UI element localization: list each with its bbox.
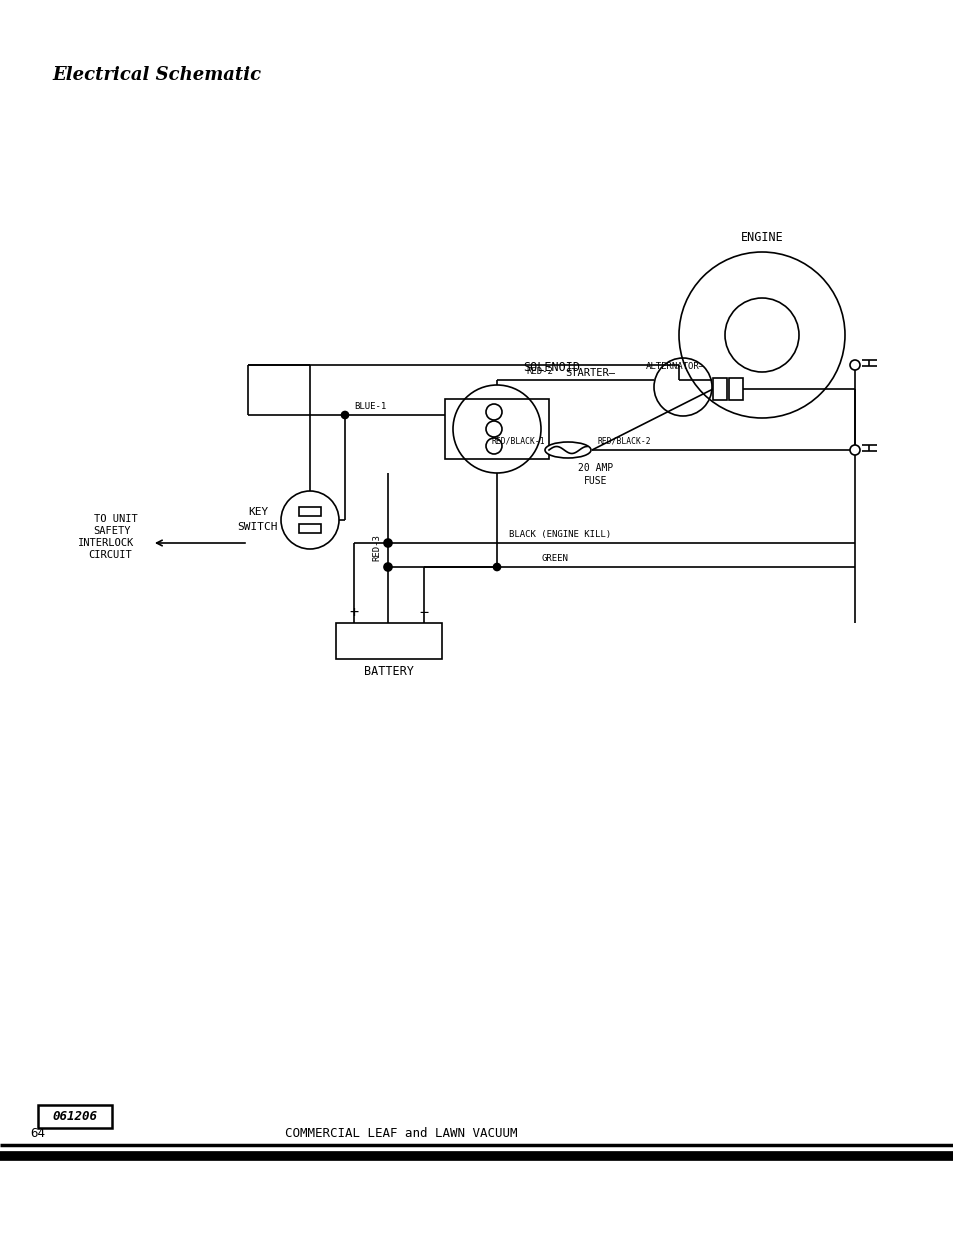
Text: BATTERY: BATTERY — [364, 664, 414, 678]
Text: CIRCUIT: CIRCUIT — [88, 550, 132, 559]
Circle shape — [849, 445, 859, 454]
Text: 64: 64 — [30, 1128, 46, 1140]
Circle shape — [850, 446, 858, 454]
Text: −: − — [419, 604, 428, 620]
Bar — [335, 622, 441, 659]
Bar — [728, 378, 742, 400]
Text: GREEN: GREEN — [541, 553, 568, 562]
Text: 061206: 061206 — [52, 1110, 97, 1124]
Text: TO UNIT: TO UNIT — [94, 514, 138, 524]
Text: FUSE: FUSE — [583, 475, 607, 487]
Bar — [298, 524, 320, 534]
Circle shape — [849, 359, 859, 370]
Text: COMMERCIAL LEAF and LAWN VACUUM: COMMERCIAL LEAF and LAWN VACUUM — [285, 1128, 517, 1140]
Text: SWITCH: SWITCH — [237, 522, 278, 532]
Text: SOLENOID: SOLENOID — [523, 361, 579, 373]
Text: RED-2: RED-2 — [526, 367, 553, 375]
Circle shape — [493, 563, 500, 571]
Text: KEY: KEY — [248, 508, 268, 517]
Circle shape — [341, 411, 348, 419]
Ellipse shape — [544, 442, 590, 458]
Bar — [38, 1105, 112, 1128]
Text: ALTERNATOR—: ALTERNATOR— — [645, 362, 704, 370]
Text: INTERLOCK: INTERLOCK — [78, 538, 134, 548]
Circle shape — [384, 563, 392, 571]
Bar — [712, 378, 726, 400]
Text: +: + — [349, 604, 358, 620]
Text: RED/BLACK-1: RED/BLACK-1 — [491, 436, 544, 446]
Bar — [298, 508, 320, 516]
Circle shape — [384, 538, 392, 547]
Text: RED/BLACK-2: RED/BLACK-2 — [597, 436, 650, 446]
Text: Electrical Schematic: Electrical Schematic — [52, 65, 261, 84]
Text: 20 AMP: 20 AMP — [578, 463, 613, 473]
Bar — [444, 399, 548, 459]
Text: STARTER—: STARTER— — [564, 368, 615, 378]
Text: RED-3: RED-3 — [372, 535, 381, 562]
Text: BLUE-1: BLUE-1 — [354, 401, 386, 410]
Text: ENGINE: ENGINE — [740, 231, 782, 243]
Text: SAFETY: SAFETY — [93, 526, 131, 536]
Text: BLACK (ENGINE KILL): BLACK (ENGINE KILL) — [508, 530, 611, 538]
